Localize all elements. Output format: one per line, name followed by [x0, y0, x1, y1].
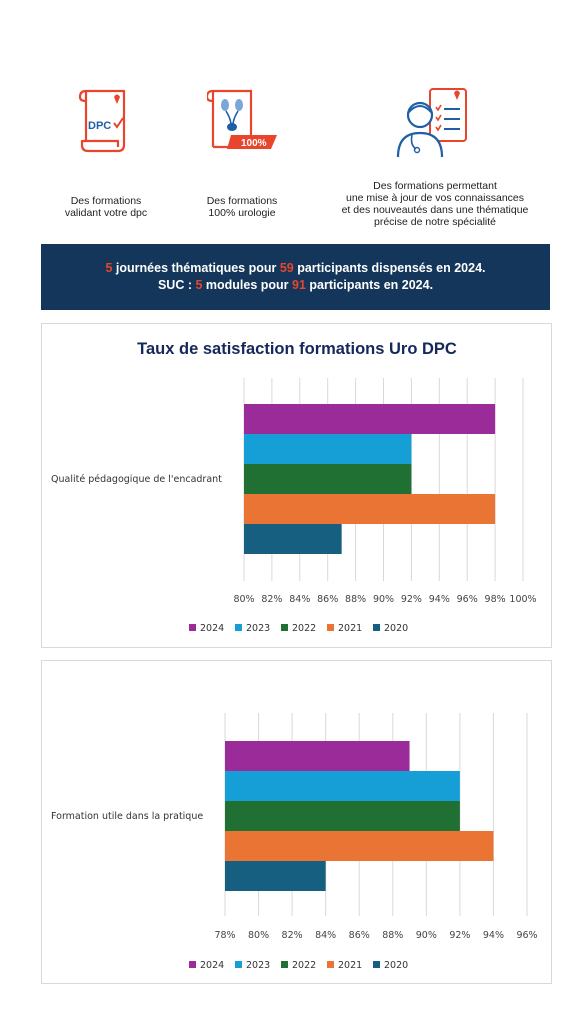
banner-text: participants dispensés en 2024. [293, 261, 486, 275]
legend-swatch-2023 [235, 961, 242, 968]
bar-2022 [225, 801, 460, 831]
bar-2022 [244, 464, 412, 494]
chart-svg-2: 78% 80% 82% 84% 86% 88% 90% 92% 94% 96% Formation … [51, 713, 538, 971]
chart-qualite-pedagogique: Taux de satisfaction formations Uro DPC 8… [41, 323, 552, 648]
legend-label: 2021 [338, 960, 362, 971]
banner-highlight-number: 59 [279, 261, 294, 275]
banner-text: SUC : [157, 278, 196, 292]
banner-line-2: SUC : 5 modules pour 91 participants en … [41, 277, 550, 294]
bar-2021 [225, 831, 494, 861]
legend-swatch-2020 [373, 624, 380, 631]
legend-swatch-2020 [373, 961, 380, 968]
legend-swatch-2021 [327, 624, 334, 631]
x-tick-label: 86% [317, 594, 338, 605]
x-tick-label: 82% [261, 594, 282, 605]
x-tick-label: 78% [214, 930, 235, 941]
chart-svg-1: Taux de satisfaction formations Uro DPC 8… [51, 340, 537, 634]
stats-banner: 5 journées thématiques pour 59 participa… [41, 244, 550, 310]
svg-text:100%: 100% [241, 138, 267, 149]
legend-label: 2020 [384, 960, 408, 971]
x-tick-label: 96% [516, 930, 537, 941]
legend-label: 2023 [246, 960, 270, 971]
bar-2024 [244, 404, 496, 434]
legend-swatch-2021 [327, 961, 334, 968]
feature-caption-mise-a-jour: Des formations permettant une mise à jou… [341, 180, 529, 228]
legend-swatch-2022 [281, 624, 288, 631]
x-tick-label: 92% [449, 930, 470, 941]
x-tick-label: 86% [349, 930, 370, 941]
banner-line-1: 5 journées thématiques pour 59 participa… [41, 260, 550, 277]
urology-document-icon: 100% [205, 85, 279, 162]
category-label: Formation utile dans la pratique [51, 811, 203, 822]
legend-label: 2024 [200, 623, 224, 634]
x-tick-label: 84% [289, 594, 310, 605]
feature-dpc: DPC Des formations validant votre dpc [50, 85, 170, 225]
chart-formation-utile: 78% 80% 82% 84% 86% 88% 90% 92% 94% 96% Formation … [41, 660, 552, 984]
banner-highlight-number: 91 [292, 278, 306, 292]
legend-swatch-2024 [189, 624, 196, 631]
category-label: Qualité pédagogique de l'encadrant [51, 474, 222, 485]
legend-label: 2021 [338, 623, 362, 634]
bar-2023 [225, 771, 460, 801]
x-tick-label: 94% [483, 930, 504, 941]
legend-swatch-2024 [189, 961, 196, 968]
bar-2024 [225, 741, 410, 771]
x-tick-label: 88% [345, 594, 366, 605]
bar-2020 [244, 524, 342, 554]
bar-2021 [244, 494, 496, 524]
x-tick-label: 94% [429, 594, 450, 605]
x-tick-label: 80% [248, 930, 269, 941]
legend-label: 2022 [292, 960, 316, 971]
feature-caption-dpc: Des formations validant votre dpc [64, 195, 148, 219]
legend-swatch-2022 [281, 961, 288, 968]
banner-highlight-number: 5 [105, 261, 113, 275]
x-tick-label: 96% [457, 594, 478, 605]
x-tick-label: 88% [382, 930, 403, 941]
x-tick-label: 84% [315, 930, 336, 941]
doctor-checklist-icon [392, 85, 476, 166]
legend-label: 2023 [246, 623, 270, 634]
x-tick-label: 80% [233, 594, 254, 605]
feature-urologie: 100% Des formations 100% urologie [185, 85, 305, 225]
x-tick-label: 90% [416, 930, 437, 941]
x-tick-label: 98% [485, 594, 506, 605]
chart-title: Taux de satisfaction formations Uro DPC [137, 340, 457, 358]
banner-highlight-number: 5 [195, 278, 203, 292]
bar-2023 [244, 434, 412, 464]
feature-caption-urologie: Des formations 100% urologie [206, 195, 278, 219]
bar-2020 [225, 861, 326, 891]
x-tick-label: 100% [509, 594, 536, 605]
banner-text: modules pour [202, 278, 292, 292]
x-tick-label: 92% [401, 594, 422, 605]
legend-label: 2020 [384, 623, 408, 634]
legend-swatch-2023 [235, 624, 242, 631]
banner-text: participants en 2024. [305, 278, 434, 292]
legend-label: 2024 [200, 960, 224, 971]
legend-label: 2022 [292, 623, 316, 634]
x-tick-label: 82% [282, 930, 303, 941]
banner-text: journées thématiques pour [112, 261, 280, 275]
svg-text:DPC: DPC [88, 120, 111, 132]
dpc-document-icon: DPC [78, 85, 134, 162]
feature-mise-a-jour: Des formations permettant une mise à jou… [310, 85, 560, 245]
x-tick-label: 90% [373, 594, 394, 605]
